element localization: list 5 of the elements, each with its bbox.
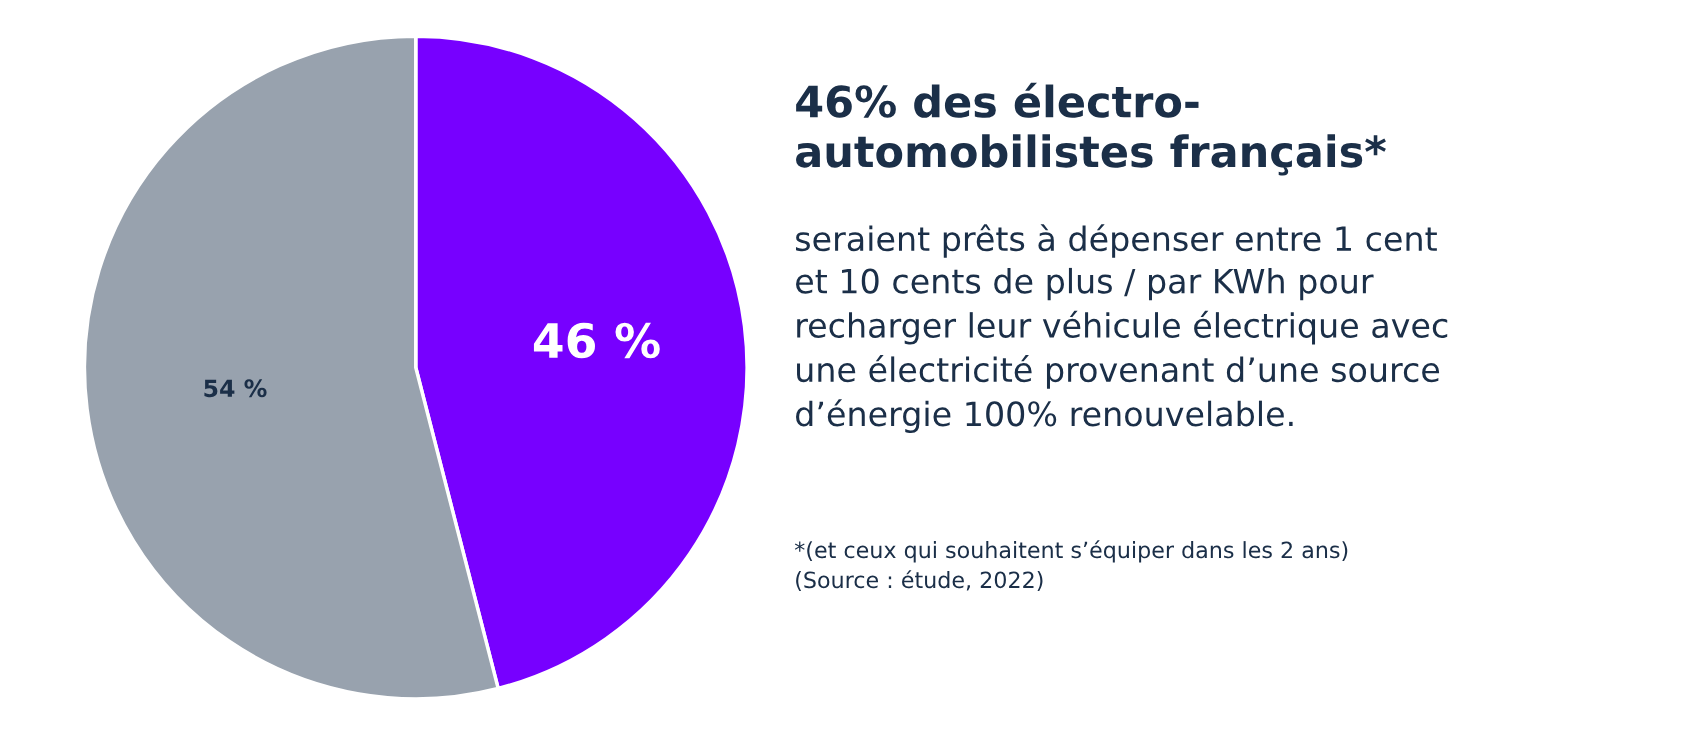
data-label: 54 % — [204, 379, 267, 398]
text: seraient prêts à dépenser entre 1 cent et 10 cents de plus / par KWh pour recharger leur véhicule électrique avec une électricité provenant d’une source d’énergie 100% renouvelable. — [796, 224, 1448, 433]
text: *(et ceux qui souhaitent s’équiper dans les 2 ans) (Source : étude, 2022) — [794, 540, 1348, 591]
data-label: 46 % — [533, 322, 660, 359]
text: 46% des électro- automobilistes français* — [796, 82, 1386, 176]
